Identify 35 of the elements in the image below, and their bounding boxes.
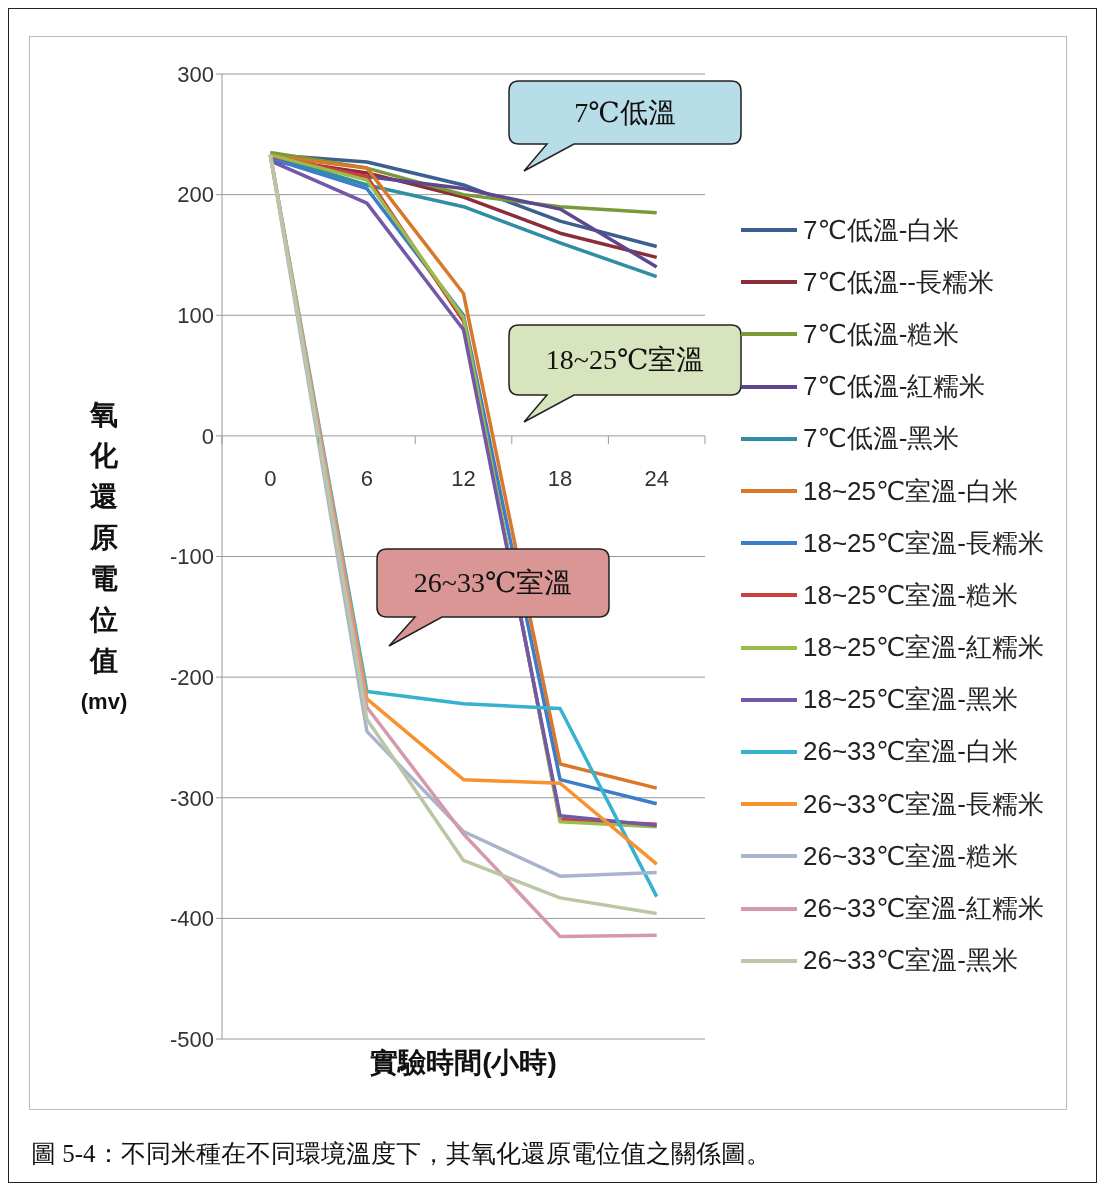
annotation: 26~33℃室溫 <box>412 566 574 600</box>
legend-label: 18~25℃室溫-糙米 <box>803 578 1018 612</box>
legend-label: 18~25℃室溫-黑米 <box>803 683 1018 717</box>
legend-label: 26~33℃室溫-紅糯米 <box>803 892 1044 926</box>
legend-label: 18~25℃室溫-紅糯米 <box>803 631 1044 665</box>
legend-label: 18~25℃室溫-白米 <box>803 474 1018 508</box>
x-tick-label: 0 <box>264 466 277 492</box>
legend-label: 26~33℃室溫-長糯米 <box>803 787 1044 821</box>
x-tick-label: 6 <box>360 466 374 492</box>
x-axis-title: 實驗時間(小時) <box>369 1046 558 1080</box>
y-tick-label: -100 <box>169 544 214 570</box>
x-tick-label: 12 <box>451 466 476 492</box>
y-tick-label: -500 <box>169 1026 214 1052</box>
legend-label: 7℃低溫-糙米 <box>803 317 960 351</box>
y-tick-label: -300 <box>169 785 214 811</box>
x-tick-label: 24 <box>644 466 669 492</box>
annotation: 7℃低溫 <box>573 95 677 130</box>
y-tick-label: -200 <box>169 664 214 690</box>
legend-label: 7℃低溫-白米 <box>803 213 960 247</box>
legend-label: 7℃低溫-黑米 <box>803 422 960 456</box>
y-axis-title: 氧化還原電位值(mv) <box>79 398 129 716</box>
legend-label: 26~33℃室溫-糙米 <box>803 839 1018 873</box>
y-tick-label: 300 <box>177 61 214 87</box>
annotation: 18~25℃室溫 <box>544 343 706 377</box>
y-tick-label: 100 <box>177 303 214 329</box>
y-tick-label: 200 <box>177 182 214 208</box>
legend-label: 18~25℃室溫-長糯米 <box>803 526 1044 560</box>
y-tick-label: 0 <box>201 423 214 449</box>
y-tick-label: -400 <box>169 906 214 932</box>
caption: 圖 5-4：不同米種在不同環境溫度下，其氧化還原電位值之關係圖。 <box>31 1139 771 1169</box>
legend-label: 26~33℃室溫-黑米 <box>803 944 1018 978</box>
legend-label: 7℃低溫-紅糯米 <box>803 370 986 404</box>
legend-label: 26~33℃室溫-白米 <box>803 735 1018 769</box>
x-tick-label: 18 <box>547 466 573 492</box>
legend-label: 7℃低溫--長糯米 <box>803 265 994 299</box>
